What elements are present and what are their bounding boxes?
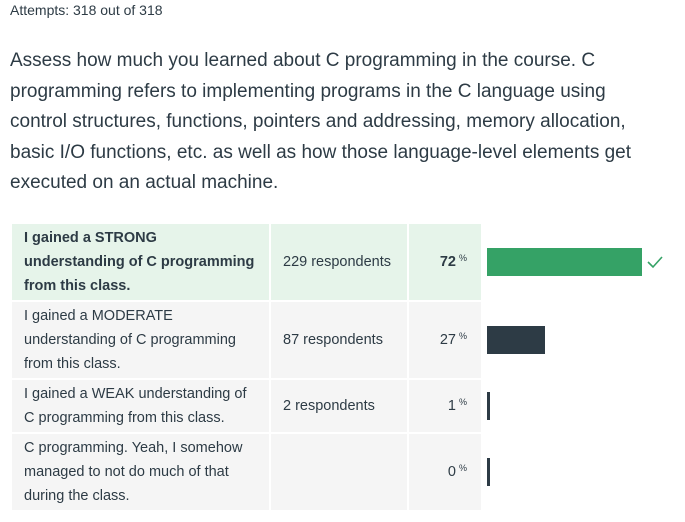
answer-row: I gained a WEAK understanding of C progr… xyxy=(12,380,682,434)
percent-bar xyxy=(487,458,490,486)
respondent-count: 229 respondents xyxy=(271,224,407,300)
answer-row: C programming. Yeah, I somehow managed t… xyxy=(12,434,682,512)
percent-value: 1% xyxy=(409,380,481,432)
answer-label: I gained a WEAK understanding of C progr… xyxy=(12,380,269,432)
percent-bar xyxy=(487,326,545,354)
answer-label: I gained a STRONG understanding of C pro… xyxy=(12,224,269,300)
percent-bar xyxy=(487,248,642,276)
percent-bar xyxy=(487,392,490,420)
percent-value: 27% xyxy=(409,302,481,378)
answer-row: I gained a STRONG understanding of C pro… xyxy=(12,224,682,302)
answer-row: I gained a MODERATE understanding of C p… xyxy=(12,302,682,380)
respondent-count: 2 respondents xyxy=(271,380,407,432)
respondent-count xyxy=(271,434,407,510)
bar-track xyxy=(483,434,682,510)
question-text: Assess how much you learned about C prog… xyxy=(10,50,632,193)
bar-track xyxy=(483,302,682,378)
respondent-count: 87 respondents xyxy=(271,302,407,378)
percent-value: 72% xyxy=(409,224,481,300)
check-icon xyxy=(647,256,663,269)
answer-label: I gained a MODERATE understanding of C p… xyxy=(12,302,269,378)
answer-results: I gained a STRONG understanding of C pro… xyxy=(12,224,682,512)
bar-track xyxy=(483,380,682,432)
bar-track xyxy=(483,224,682,300)
attempts-count: Attempts: 318 out of 318 xyxy=(10,2,163,18)
percent-value: 0% xyxy=(409,434,481,510)
answer-label: C programming. Yeah, I somehow managed t… xyxy=(12,434,269,510)
